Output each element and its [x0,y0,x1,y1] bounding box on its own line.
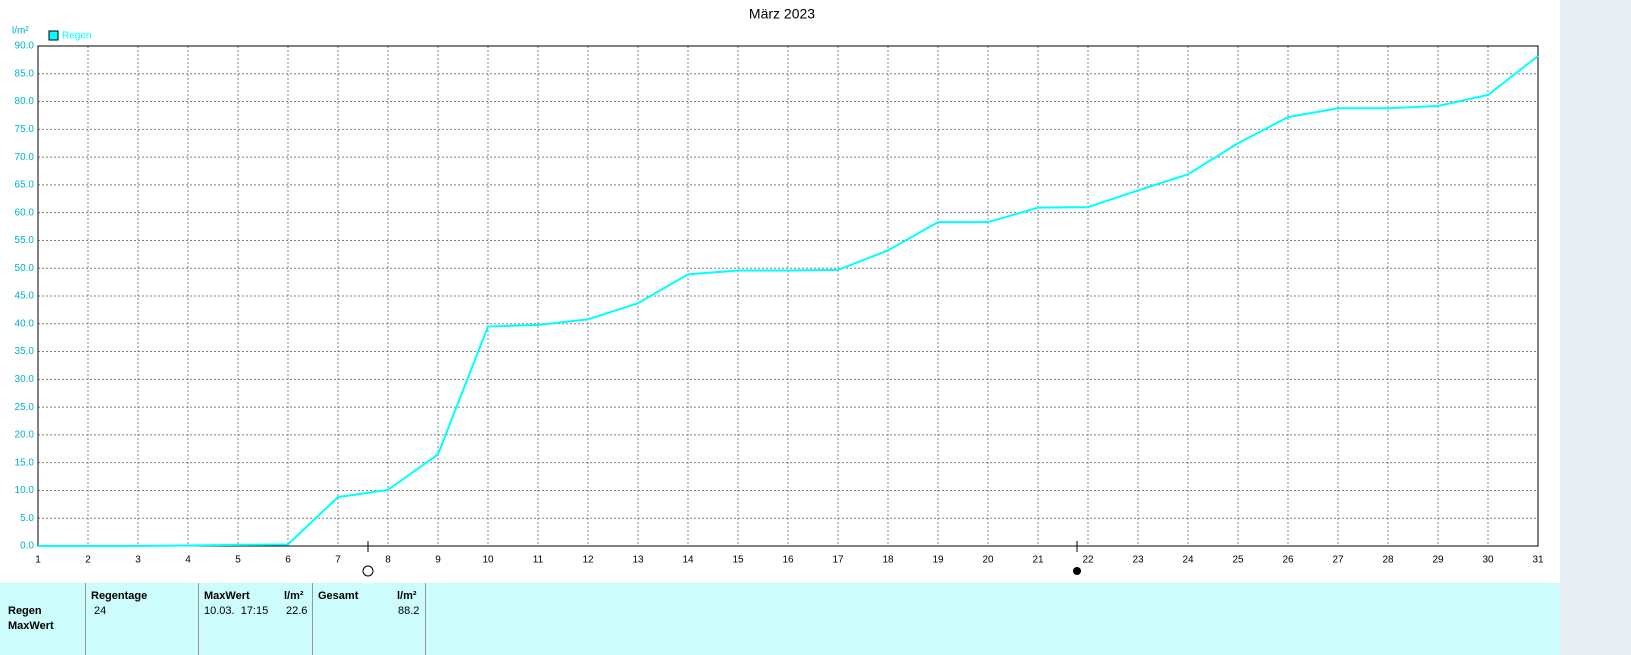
x-tick-label: 16 [782,555,794,566]
cell: 10.03. 17:15 [204,605,269,617]
y-tick-label: 75.0 [15,124,35,135]
x-tick-label: 29 [1432,555,1444,566]
full-moon-icon [362,565,374,577]
x-tick-label: 4 [185,555,191,566]
stats-table: Regentage MaxWert l/m² Gesamt l/m² Regen… [0,583,1560,655]
x-tick-label: 9 [435,555,441,566]
y-tick-label: 30.0 [15,374,35,385]
x-tick-label: 17 [832,555,844,566]
x-tick-label: 21 [1032,555,1044,566]
x-tick-label: 22 [1082,555,1094,566]
x-tick-label: 14 [682,555,694,566]
line [38,55,1539,547]
y-tick-label: 0.0 [20,541,34,552]
new-moon-icon [1073,567,1081,575]
chart-title: März 2023 [749,6,815,22]
col-sep [312,583,313,655]
cell: 24 [94,605,107,617]
y-tick-label: 50.0 [15,263,35,274]
x-tick-label: 26 [1282,555,1294,566]
header: l/m² [397,590,417,602]
x-tick-label: 19 [932,555,944,566]
x-tick-label: 12 [582,555,594,566]
y-tick-label: 35.0 [15,346,35,357]
row-label: Regen [8,605,42,617]
y-tick-label: 20.0 [15,430,35,441]
legend-label: Regen [62,31,91,42]
chart: März 2023 l/m² 0.0 5.0 10.0 15.0 20.0 25.0 30.… [12,6,1544,577]
header: l/m² [284,590,304,602]
header: Regentage [91,590,148,602]
x-tick-label: 2 [85,555,91,566]
y-tick-label: 80.0 [15,96,35,107]
x-tick-label: 31 [1532,555,1544,566]
legend-swatch [48,30,59,41]
y-unit: l/m² [12,26,29,37]
y-tick-label: 10.0 [15,485,35,496]
y-tick-label: 60.0 [15,207,35,218]
x-tick-label: 7 [335,555,341,566]
x-tick-label: 18 [882,555,894,566]
y-tick-label: 40.0 [15,318,35,329]
x-tick-label: 20 [982,555,994,566]
y-tick-label: 15.0 [15,457,35,468]
x-tick-label: 15 [732,555,744,566]
cell: 22.6 [286,605,308,617]
y-tick-label: 70.0 [15,152,35,163]
y-tick-label: 45.0 [15,291,35,302]
side-panel [1560,0,1631,655]
x-tick-label: 5 [235,555,241,566]
row-label: MaxWert [8,620,54,632]
y-tick-label: 55.0 [15,235,35,246]
header: MaxWert [204,590,250,602]
header: Gesamt [318,590,359,602]
x-tick-label: 3 [135,555,141,566]
x-tick-label: 25 [1232,555,1244,566]
plot-border [37,45,1539,547]
x-tick-label: 8 [385,555,391,566]
x-tick-label: 27 [1332,555,1344,566]
x-tick-label: 28 [1382,555,1394,566]
x-tick-label: 24 [1182,555,1194,566]
col-sep [198,583,199,655]
cell: 88.2 [398,605,420,617]
y-tick-label: 25.0 [15,402,35,413]
x-tick-label: 30 [1482,555,1494,566]
x-tick-label: 6 [285,555,291,566]
x-tick-label: 11 [533,555,544,566]
x-tick-label: 13 [632,555,644,566]
x-tick-label: 1 [35,555,41,566]
y-tick-label: 90.0 [15,41,35,52]
y-tick-label: 85.0 [15,68,35,79]
col-sep [85,583,86,655]
x-tick-label: 23 [1132,555,1144,566]
y-tick-label: 65.0 [15,180,35,191]
col-sep [425,583,426,655]
y-tick-label: 5.0 [20,513,34,524]
x-tick-label: 10 [482,555,494,566]
